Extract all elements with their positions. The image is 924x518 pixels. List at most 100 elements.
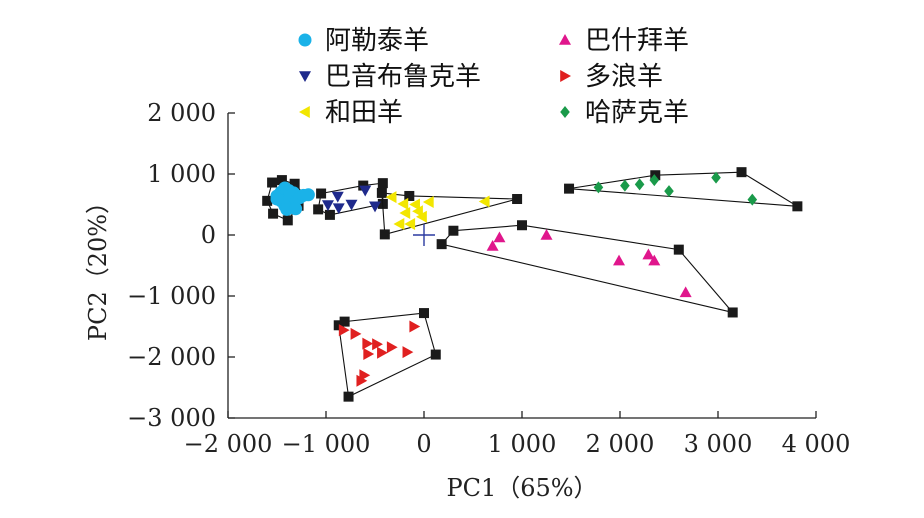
data-point <box>393 218 405 231</box>
data-point <box>416 210 427 223</box>
hull-vertex-marker <box>419 308 429 319</box>
hull-vertex-marker <box>736 167 747 178</box>
data-point <box>356 374 368 387</box>
x-tick-label: 0 <box>416 430 431 458</box>
hull-vertex-marker <box>289 178 300 189</box>
data-point <box>711 171 721 184</box>
y-tick-label: −2 000 <box>127 343 216 371</box>
data-point <box>345 199 358 211</box>
hull-vertex-marker <box>339 316 350 327</box>
data-point <box>377 346 388 359</box>
cluster-outline <box>338 312 437 398</box>
data-point <box>402 346 414 359</box>
data-point <box>386 341 398 354</box>
cluster-hulls <box>262 167 803 402</box>
legend-item: 巴音布鲁克羊 <box>299 62 481 92</box>
hull-vertex-marker <box>313 204 324 215</box>
hull-vertex-marker <box>262 195 273 206</box>
data-point <box>620 179 630 192</box>
hull-vertex-marker <box>268 208 279 219</box>
legend-item: 多浪羊 <box>560 62 663 92</box>
hull-vertex-marker <box>333 320 344 331</box>
data-point <box>486 239 499 251</box>
hull-vertex-marker <box>512 194 523 205</box>
hull-vertex-marker <box>324 209 335 220</box>
legend-item: 和田羊 <box>299 98 403 128</box>
data-point <box>747 193 758 206</box>
hull-vertex-marker <box>358 180 369 191</box>
data-point <box>363 347 375 360</box>
x-tick-label: 1 000 <box>488 430 557 458</box>
legend-label: 和田羊 <box>325 98 403 128</box>
legend-marker <box>299 106 310 118</box>
hull-vertex-marker <box>673 244 684 255</box>
data-point <box>289 202 303 216</box>
hull-vertex-marker <box>792 201 803 212</box>
data-point <box>270 192 284 206</box>
legend-marker <box>560 70 571 82</box>
hull-vertex-marker <box>343 391 354 402</box>
x-tick-label: −1 000 <box>282 430 371 458</box>
y-tick-label: −3 000 <box>127 404 216 432</box>
hull-vertex-marker <box>430 349 441 360</box>
data-point <box>350 327 362 340</box>
legend-label: 巴什拜羊 <box>585 26 689 56</box>
legend-item: 哈萨克羊 <box>560 98 689 128</box>
data-point <box>332 203 345 215</box>
data-point <box>412 205 423 218</box>
hull-vertex-marker <box>727 307 738 318</box>
hull-vertex-marker <box>436 239 447 250</box>
y-tick-label: 1 000 <box>147 160 216 188</box>
legend-marker <box>560 106 570 118</box>
y-axis-title: PC2（20%） <box>84 190 112 341</box>
data-point <box>478 195 490 208</box>
y-tick-label: 2 000 <box>147 99 216 127</box>
hull-vertex-marker <box>448 225 459 236</box>
legend-label: 多浪羊 <box>585 62 663 92</box>
data-point <box>422 196 434 209</box>
legend-label: 巴音布鲁克羊 <box>325 62 481 92</box>
axes: −2 000 −1 000 0 1 000 2 000 3 000 4 000−3 000−… <box>127 99 850 458</box>
data-point <box>301 188 315 202</box>
data-point <box>385 191 397 204</box>
data-point <box>359 185 372 197</box>
data-point <box>362 337 374 350</box>
data-points <box>270 171 758 387</box>
data-point <box>372 338 383 351</box>
hull-vertex-marker <box>377 178 388 189</box>
data-point <box>404 218 416 231</box>
x-axis-title: PC1（65%） <box>446 474 597 502</box>
data-point <box>613 254 626 266</box>
hull-vertex-marker <box>267 177 278 188</box>
hull-vertex-marker <box>517 220 527 231</box>
hull-vertex-marker <box>282 215 293 226</box>
data-point <box>409 198 420 211</box>
y-tick-label: 0 <box>201 221 216 249</box>
legend-label: 阿勒泰羊 <box>325 26 429 56</box>
data-point <box>338 324 350 337</box>
data-point <box>399 207 411 220</box>
data-point <box>331 191 344 203</box>
data-point <box>409 320 421 333</box>
x-tick-label: −2 000 <box>184 430 273 458</box>
x-tick-label: 4 000 <box>782 430 851 458</box>
legend-marker <box>559 34 571 45</box>
data-point <box>679 286 692 298</box>
hull-vertex-marker <box>379 229 390 240</box>
legend-item: 阿勒泰羊 <box>298 26 429 56</box>
data-point <box>321 200 334 212</box>
hull-vertex-marker <box>650 170 661 181</box>
data-point <box>634 178 645 191</box>
data-point <box>593 181 604 194</box>
origin-cross-marker <box>413 224 435 246</box>
hull-vertex-marker <box>316 188 327 199</box>
data-point <box>664 185 674 198</box>
legend-marker <box>298 33 312 47</box>
data-point <box>397 197 409 210</box>
hull-vertex-marker <box>376 187 387 198</box>
data-point <box>540 229 553 240</box>
hull-vertex-marker <box>276 175 287 186</box>
x-tick-label: 3 000 <box>684 430 753 458</box>
